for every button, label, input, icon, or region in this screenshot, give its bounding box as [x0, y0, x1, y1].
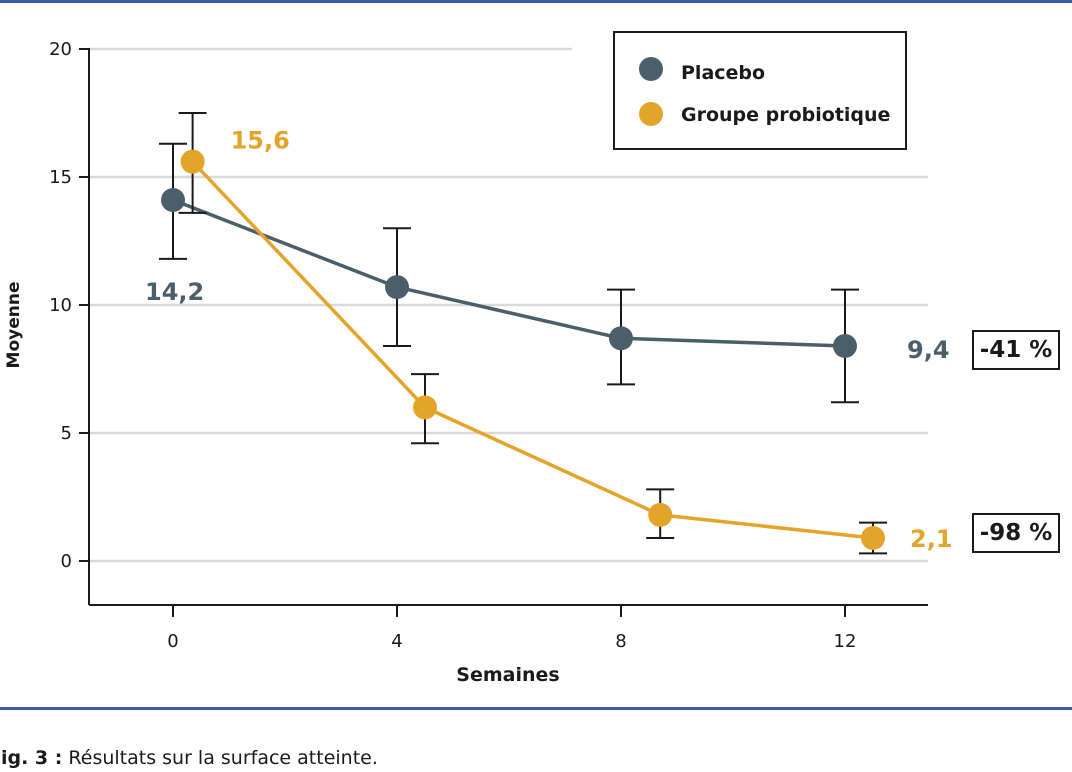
- probiotic-reduction-text: -98 %: [979, 520, 1053, 546]
- data-point: [648, 502, 673, 527]
- data-point: [385, 275, 409, 300]
- legend: Placebo Groupe probiotique: [613, 31, 907, 150]
- data-point: [609, 326, 633, 351]
- caption-text: Résultats sur la surface atteinte.: [68, 747, 378, 769]
- data-point: [861, 525, 885, 550]
- series-probiotic: 15,6 2,1: [178, 112, 953, 555]
- x-tick-label-8: 8: [615, 631, 626, 652]
- series-line: [191, 160, 874, 540]
- legend-marker-placebo: [639, 57, 663, 81]
- bottom-rule: [0, 707, 1072, 710]
- series-line: [172, 198, 846, 348]
- y-tick-label-10: 10: [49, 295, 72, 316]
- x-tick-label-4: 4: [391, 631, 402, 652]
- x-tick-label-12: 12: [834, 631, 857, 652]
- data-point: [413, 395, 437, 420]
- x-axis-title: Semaines: [456, 664, 559, 686]
- legend-frame: [613, 31, 907, 150]
- placebo-reduction-badge: -41 %: [972, 330, 1060, 370]
- x-tick-label-0: 0: [167, 631, 178, 652]
- data-label: 15,6: [231, 127, 290, 155]
- legend-label-probiotic: Groupe probiotique: [681, 104, 890, 126]
- data-label: 2,1: [910, 525, 953, 553]
- data-point: [161, 188, 185, 213]
- data-point: [180, 149, 205, 174]
- probiotic-reduction-badge: -98 %: [972, 513, 1060, 553]
- series: 14,2 9,4 15,6 2,1: [145, 112, 953, 555]
- y-tick-label-5: 5: [61, 423, 72, 444]
- y-tick-label-0: 0: [61, 551, 72, 572]
- data-label: 14,2: [145, 278, 204, 306]
- legend-label-placebo: Placebo: [681, 62, 765, 84]
- data-point: [833, 333, 857, 358]
- grid-lines: [89, 47, 928, 563]
- top-rule: [0, 0, 1072, 3]
- y-tick-label-15: 15: [49, 167, 72, 188]
- placebo-reduction-text: -41 %: [979, 337, 1053, 363]
- series-placebo: 14,2 9,4: [145, 142, 950, 404]
- axes: [88, 48, 928, 606]
- y-axis-title: Moyenne: [4, 282, 24, 369]
- axis-ticks: 0 5 10 15 20 0 4 8 12: [49, 39, 856, 652]
- legend-marker-probiotic: [639, 102, 663, 126]
- caption-label: Fig. 3 :: [0, 747, 63, 769]
- figure-caption: Fig. 3 : Résultats sur la surface attein…: [0, 747, 378, 769]
- data-label: 9,4: [907, 336, 950, 364]
- y-tick-label-20: 20: [49, 39, 72, 60]
